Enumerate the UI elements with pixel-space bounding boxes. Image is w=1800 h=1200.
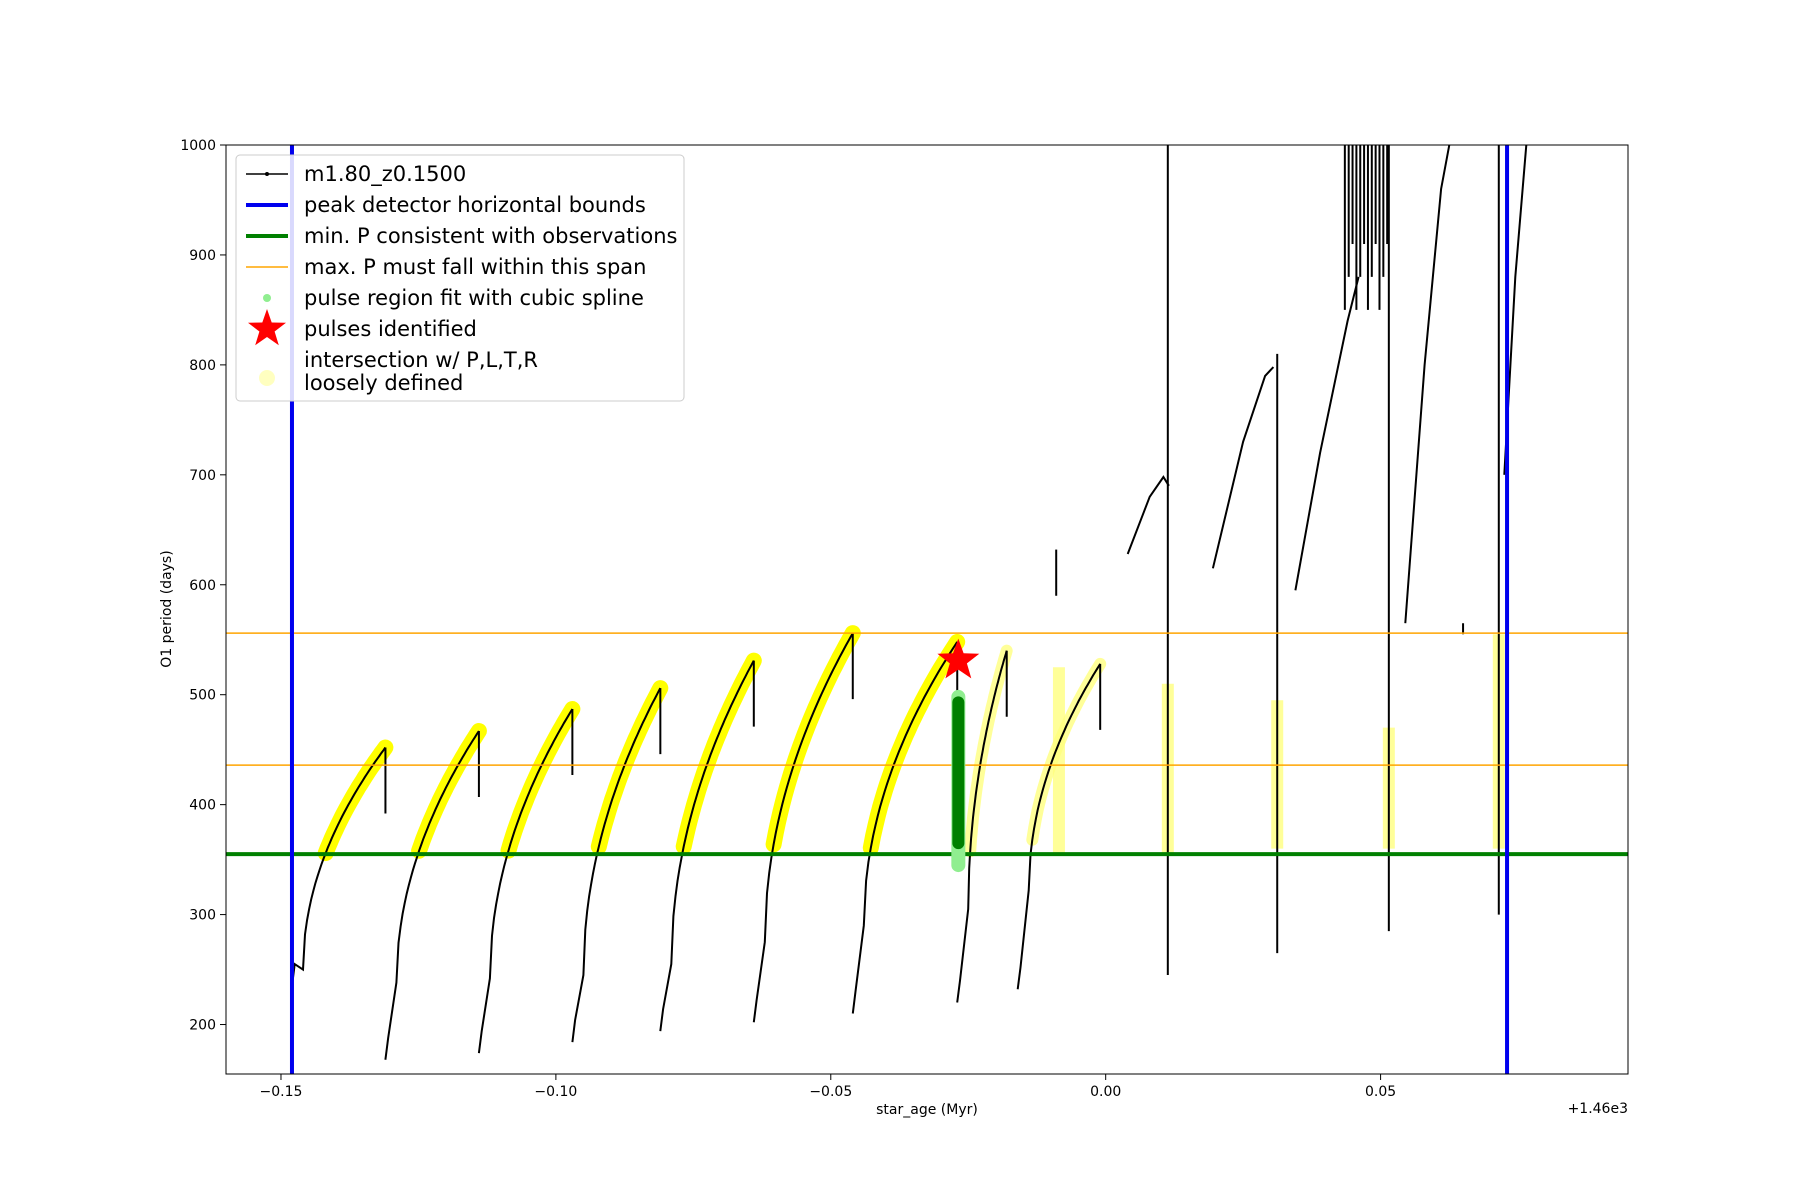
x-tick-label: −0.10: [534, 1084, 577, 1100]
model-track: [291, 145, 1528, 1060]
cycle-track: [851, 641, 959, 1014]
legend-swatch: [259, 370, 275, 386]
cycle-track: [384, 730, 480, 1060]
legend-entry-label: pulse region fit with cubic spline: [304, 286, 644, 310]
y-tick-label: 600: [189, 578, 216, 594]
y-tick-label: 300: [189, 908, 216, 924]
cycle-track: [571, 687, 662, 1043]
legend-entry-label: loosely defined: [304, 371, 463, 395]
max-period-span: [226, 632, 1628, 766]
y-tick-label: 1000: [180, 138, 216, 154]
cycle-track: [659, 660, 755, 1032]
cycle-track: [291, 746, 387, 987]
x-tick-label: 0.05: [1365, 1084, 1396, 1100]
y-tick-label: 800: [189, 358, 216, 374]
legend-entry-label: intersection w/ P,L,T,R: [304, 348, 538, 372]
y-tick-label: 700: [189, 468, 216, 484]
legend-entry-label: max. P must fall within this span: [304, 255, 646, 279]
cycle-track: [477, 708, 574, 1054]
x-tick-label: −0.05: [809, 1084, 852, 1100]
legend-entry-label: m1.80_z0.1500: [304, 162, 466, 187]
y-tick-label: 200: [189, 1018, 216, 1034]
x-tick-label: −0.15: [260, 1084, 303, 1100]
plot-frame: [225, 144, 1629, 1075]
y-axis-ticks: 200 300 400 500 600 700 800 900 1000: [180, 138, 226, 1034]
upper-branch: [1211, 366, 1275, 569]
legend-entry-label: min. P consistent with observations: [304, 224, 677, 248]
legend-swatch-marker: [265, 172, 269, 176]
upper-branch: [1404, 145, 1451, 624]
pulse-star: [937, 638, 980, 679]
x-tick-label: 0.00: [1090, 1084, 1121, 1100]
y-tick-label: 900: [189, 248, 216, 264]
x-axis-offset-label: +1.46e3: [1568, 1101, 1628, 1117]
y-tick-label: 400: [189, 798, 216, 814]
pulse-star-marker: [937, 638, 980, 679]
y-tick-label: 500: [189, 688, 216, 704]
legend-swatch: [248, 309, 286, 346]
cycle-track: [752, 632, 854, 1023]
upper-branch: [1126, 475, 1170, 555]
cycle-track: [956, 650, 1008, 1003]
x-axis-ticks: −0.15 −0.10 −0.05 0.00 0.05: [260, 1074, 1396, 1100]
x-axis-label: star_age (Myr): [876, 1102, 978, 1118]
cycle-track: [1016, 663, 1102, 990]
legend-swatch: [263, 294, 271, 302]
legend-entry-label: peak detector horizontal bounds: [304, 193, 646, 217]
y-axis-label: O1 period (days): [159, 550, 175, 667]
legend-entry-label: pulses identified: [304, 317, 477, 341]
upper-branch: [1294, 276, 1360, 591]
legend-box: [235, 154, 685, 402]
